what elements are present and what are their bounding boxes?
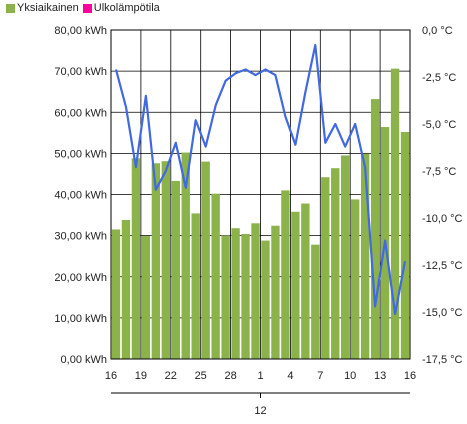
y-right-tick-label: -5,0 °C <box>422 119 456 131</box>
bar <box>301 203 310 359</box>
y-left-tick-label: 30,00 kWh <box>54 231 107 243</box>
y-right-tick-label: -7,5 °C <box>422 166 456 178</box>
y-right-tick-label: -15,0 °C <box>422 307 463 319</box>
bar <box>161 161 170 359</box>
bar <box>311 244 320 359</box>
legend-item-energy[interactable]: Yksiaikainen <box>6 2 79 14</box>
y-left-tick-label: 0,00 kWh <box>61 354 107 366</box>
bar <box>141 236 151 359</box>
x-tick-label: 1 <box>257 370 263 382</box>
y-left-tick-label: 50,00 kWh <box>54 148 107 160</box>
bar <box>400 131 410 359</box>
bar <box>191 213 200 359</box>
bar <box>261 240 270 359</box>
bar <box>360 153 370 359</box>
y-left-tick-label: 20,00 kWh <box>54 272 107 284</box>
x-tick-label: 10 <box>344 370 356 382</box>
temperature-line <box>114 43 407 315</box>
y-left-tick-label: 80,00 kWh <box>54 25 107 37</box>
plot-frame <box>110 29 411 360</box>
bar <box>331 168 340 359</box>
bar <box>351 199 360 359</box>
group-axis-label: 12 <box>254 405 266 417</box>
bar <box>111 229 121 359</box>
x-tick-label: 25 <box>195 370 207 382</box>
y-left-tick-label: 40,00 kWh <box>54 190 107 202</box>
legend: Yksiaikainen Ulkolämpötila <box>6 2 164 14</box>
y-right-tick-label: 0,0 °C <box>422 25 453 37</box>
bar <box>181 152 190 359</box>
bar <box>321 177 330 359</box>
y-left-tick-label: 70,00 kWh <box>54 66 107 78</box>
legend-swatch-energy <box>6 3 15 13</box>
bar <box>241 233 250 359</box>
x-tick-label: 16 <box>404 370 416 382</box>
bar <box>151 163 161 359</box>
bar <box>201 161 210 359</box>
x-tick-label: 4 <box>287 370 293 382</box>
y-right-tick-label: -2,5 °C <box>422 72 456 84</box>
x-tick-label: 16 <box>105 370 117 382</box>
bar <box>281 190 290 359</box>
bar <box>131 158 141 359</box>
bar <box>231 228 240 359</box>
y-right-tick-label: -17,5 °C <box>422 354 463 366</box>
y-left-tick-label: 10,00 kWh <box>54 313 107 325</box>
legend-label-energy: Yksiaikainen <box>17 2 79 14</box>
legend-item-temperature[interactable]: Ulkolämpötila <box>82 2 160 14</box>
bar <box>271 225 280 359</box>
bar <box>390 68 400 359</box>
y-right-tick-label: -10,0 °C <box>422 213 463 225</box>
bar <box>121 219 131 359</box>
bar <box>341 155 350 359</box>
x-tick-label: 22 <box>165 370 177 382</box>
x-tick-label: 13 <box>374 370 386 382</box>
bar <box>171 180 180 359</box>
y-left-tick-label: 60,00 kWh <box>54 107 107 119</box>
legend-swatch-temperature <box>82 3 92 13</box>
bar <box>251 223 260 359</box>
x-tick-label: 7 <box>317 370 323 382</box>
bar <box>221 235 230 359</box>
y-right-tick-label: -12,5 °C <box>422 260 463 272</box>
bar <box>291 211 300 359</box>
bar <box>370 99 380 359</box>
x-tick-label: 19 <box>135 370 147 382</box>
bar <box>211 193 220 359</box>
legend-label-temperature: Ulkolämpötila <box>93 2 160 14</box>
x-tick-label: 28 <box>224 370 236 382</box>
